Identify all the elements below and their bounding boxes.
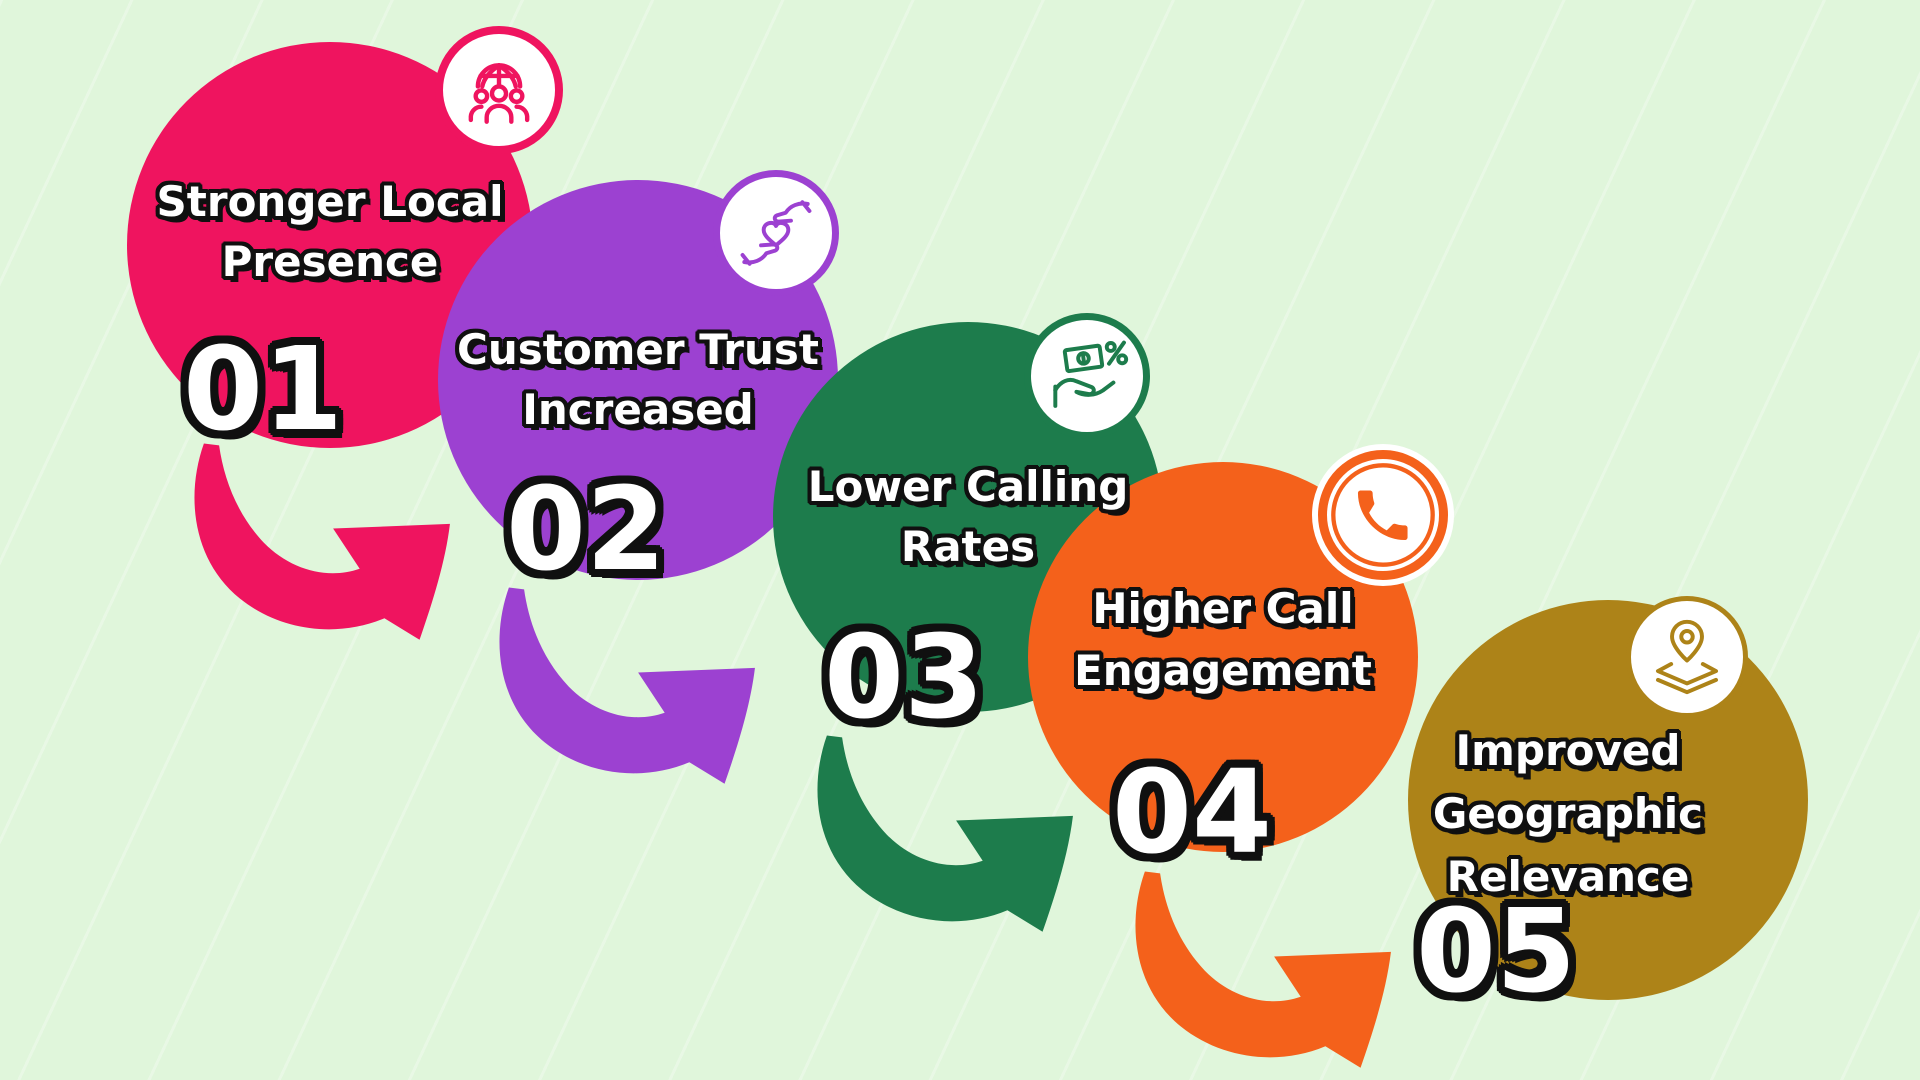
curved-arrow-icon (194, 443, 450, 640)
step5-title: Improved Geographic Relevance (1432, 726, 1704, 901)
step5-icon-badge (1626, 596, 1748, 718)
hands-holding-heart-icon (740, 200, 812, 266)
curved-arrow-icon (1135, 871, 1391, 1068)
curved-arrow-icon (817, 735, 1073, 932)
step3-title: Lower Calling Rates (807, 462, 1129, 571)
arrow-step3-to-step4 (817, 735, 1073, 932)
globe-people-icon (468, 63, 530, 124)
step3-number: 03 (823, 611, 985, 745)
step2-title: Customer Trust Increased (457, 325, 819, 434)
step1-number: 01 (182, 323, 344, 457)
badge-inner-ring (1331, 463, 1435, 567)
map-location-pin-icon (1655, 619, 1719, 695)
step3-icon-badge (1024, 313, 1150, 439)
step1-title: Stronger Local Presence (156, 177, 504, 286)
step4-number: 04 (1111, 746, 1273, 880)
phone-call-icon (1357, 490, 1408, 541)
arrow-step1-to-step2 (194, 443, 450, 640)
step5-number: 05 (1415, 885, 1577, 1019)
step2-number: 02 (505, 463, 667, 597)
curved-arrow-icon (499, 587, 755, 784)
step1-icon-badge (435, 26, 563, 154)
arrow-step2-to-step3 (499, 587, 755, 784)
step2-icon-badge (713, 170, 839, 296)
money-hand-percent-icon (1053, 340, 1129, 408)
step4-icon-badge (1318, 450, 1448, 580)
arrow-step4-to-step5 (1135, 871, 1391, 1068)
step4-title: Higher Call Engagement (1074, 584, 1372, 695)
